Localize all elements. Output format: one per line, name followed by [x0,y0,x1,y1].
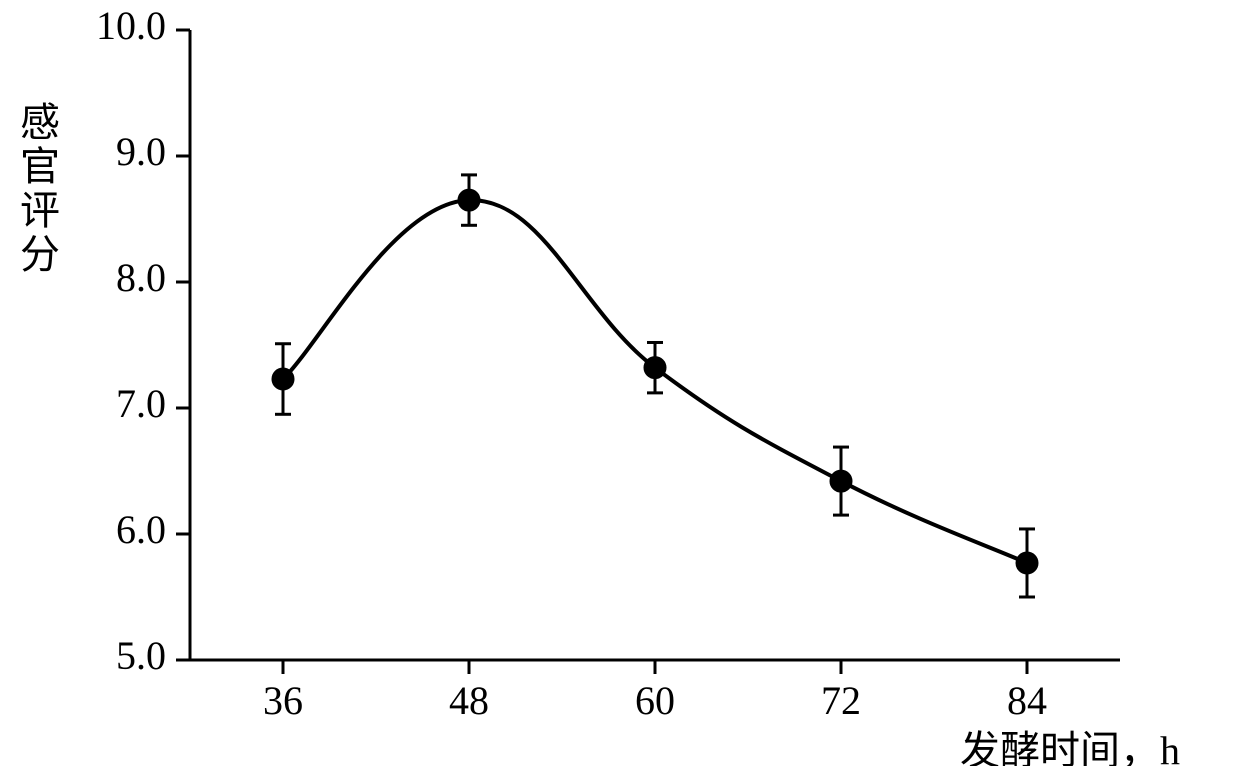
y-axis-title-char: 分 [20,232,60,277]
data-point [458,189,480,211]
y-tick-label: 7.0 [116,381,166,426]
data-point [1016,552,1038,574]
y-axis-title-char: 官 [20,144,60,189]
data-point [272,368,294,390]
y-tick-label: 9.0 [116,129,166,174]
x-tick-label: 72 [821,678,861,723]
x-axis-title: 发酵时间，h [960,728,1180,766]
y-axis-title-char: 评 [20,188,60,233]
y-tick-label: 6.0 [116,507,166,552]
y-tick-label: 5.0 [116,633,166,678]
y-axis-title-char: 感 [20,100,60,145]
x-tick-label: 60 [635,678,675,723]
chart-svg: 5.0 6.0 7.0 8.0 9.0 10.0 36 48 60 72 84 感官评分发酵时间，h [0,0,1240,766]
y-tick-label: 10.0 [96,3,166,48]
x-tick-label: 48 [449,678,489,723]
chart-container: 5.0 6.0 7.0 8.0 9.0 10.0 36 48 60 72 84 感官评分发酵时间，h [0,0,1240,766]
data-point [644,357,666,379]
data-point [830,470,852,492]
x-tick-label: 84 [1007,678,1047,723]
y-tick-label: 8.0 [116,255,166,300]
x-tick-label: 36 [263,678,303,723]
